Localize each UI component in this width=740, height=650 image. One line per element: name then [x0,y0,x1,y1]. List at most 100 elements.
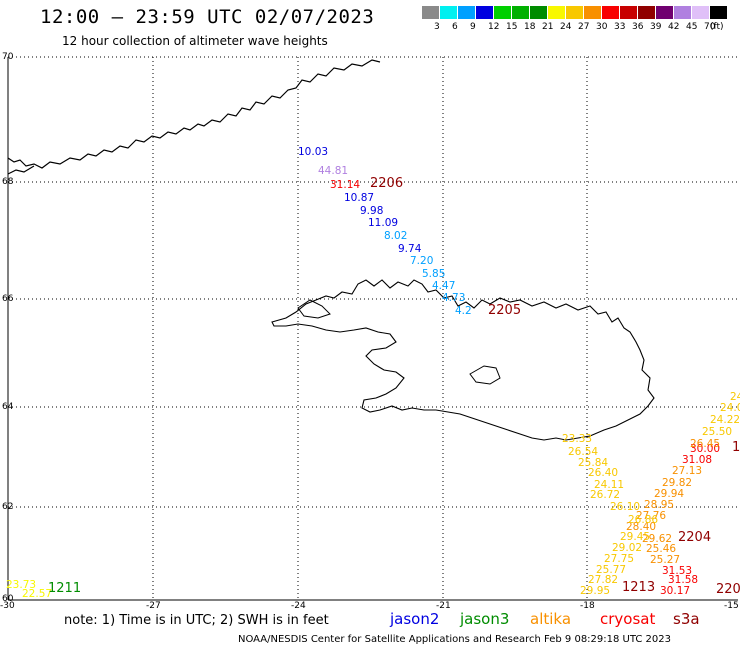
wave-height-value: 28.95 [644,499,674,511]
legend-swatch [512,6,529,19]
legend-label: 3 [434,22,440,32]
footer-note: note: 1) Time is in UTC; 2) SWH is in fe… [64,613,329,628]
lat-tick: 60 [2,594,14,604]
legend-swatch [638,6,655,19]
legend-label: 18 [524,22,536,32]
wave-height-value: 4.73 [442,292,465,304]
wave-height-value: 27.82 [588,574,618,586]
lon-tick: -18 [580,601,595,611]
wave-height-value: 10.87 [344,192,374,204]
wave-height-value: 30.17 [660,585,690,597]
lat-tick: 70 [2,52,14,62]
wave-height-value: 26.54 [568,446,598,458]
legend-label: 42 [668,22,680,32]
legend-swatch [476,6,493,19]
wave-height-value: 29.62 [642,533,672,545]
iceland-coastline [271,279,655,441]
legend-swatch [620,6,637,19]
wave-height-value: 24.11 [594,479,624,491]
wave-height-value: 31.08 [682,454,712,466]
pass-id-220: 220 [716,582,740,597]
lat-tick: 64 [2,402,14,412]
wave-height-value: 25.27 [650,554,680,566]
pass-id-1211: 1211 [48,581,82,596]
wave-height-value: 27.75 [604,553,634,565]
page-subtitle: 12 hour collection of altimeter wave hei… [62,34,328,48]
legend-label: (ft) [710,22,724,32]
legend-label: 12 [488,22,500,32]
legend-label: 36 [632,22,644,32]
legend-label: 70 [704,22,716,32]
wave-height-value: 23.33 [562,433,592,445]
wave-height-value: 9.98 [360,205,383,217]
sat-jason2: jason2 [390,610,440,628]
legend-swatch [548,6,565,19]
wave-height-value: 26.45 [690,438,720,450]
wave-height-value: 29.95 [580,585,610,597]
wave-height-value: 31.53 [662,565,692,577]
wave-height-value: 29.02 [612,542,642,554]
lat-tick: 68 [2,177,14,187]
sat-altika: altika [530,610,572,628]
wave-height-value: 29.82 [662,477,692,489]
legend-swatch [458,6,475,19]
wave-height-value: 10.03 [298,146,328,158]
legend-label: 6 [452,22,458,32]
wave-height-value: 4.47 [432,280,455,292]
legend-label: 33 [614,22,626,32]
legend-label: 15 [506,22,518,32]
legend-swatch [584,6,601,19]
wave-height-value: 9.74 [398,243,422,255]
lat-tick: 62 [2,502,14,512]
legend-swatch [656,6,673,19]
wave-height-value: 29.45 [620,531,650,543]
legend-label: 39 [650,22,662,32]
wave-height-value: 25.46 [646,543,676,555]
wave-height-value: 26.86 [628,514,658,526]
legend-swatch [530,6,547,19]
lat-lon-grid [8,56,738,600]
wave-height-value: 4.2 [455,305,472,317]
pass-id-1: 1 [732,440,740,455]
track-points: 10.03 44.81 31.1410.879.9811.098.029.747.2… [6,146,740,600]
lon-tick: -30 [0,601,15,611]
legend-label: 27 [578,22,590,32]
lon-tick: -27 [146,601,161,611]
wave-height-value: 22.57 [22,588,52,600]
lon-tick: -21 [436,601,451,611]
wave-height-value: 25.84 [578,457,608,469]
wave-height-value: 26.40 [588,467,618,479]
sat-cryosat: cryosat [600,610,656,628]
wave-height-value: 24.0 [720,402,740,414]
wave-height-value: 24.22 [710,414,740,426]
credit-line: NOAA/NESDIS Center for Satellite Applica… [238,634,671,645]
pass-id-2206: 2206 [370,176,404,191]
wave-height-value: 31.58 [668,574,698,586]
wave-height-value: 5.85 [422,268,445,280]
wave-height-value: 23.73 [6,579,36,591]
wave-height-value: 26.10 [610,501,640,513]
legend-swatch [440,6,457,19]
wave-height-value: 27.13 [672,465,702,477]
wave-height-value: 11.09 [368,217,398,229]
wave-height-value: 44.81 [318,165,348,177]
sat-s3a: s3a [673,610,700,628]
greenland-coastline [7,59,381,175]
wave-height-value: 26.72 [590,489,620,501]
wave-height-value: 29.94 [654,488,684,500]
legend-label: 9 [470,22,476,32]
legend-swatch [692,6,709,19]
wave-height-value: 27.76 [636,510,666,522]
sat-jason3: jason3 [460,610,510,628]
legend-label: 45 [686,22,698,32]
legend-label: 21 [542,22,554,32]
wave-height-value: 8.02 [384,230,407,242]
wave-height-value: 25.50 [702,426,732,438]
wave-height-value: 30.00 [690,443,720,455]
wave-height-value: 7.20 [410,255,433,267]
pass-id-1213: 1213 [622,580,656,595]
wave-height-value: 24. [730,391,740,403]
wave-height-value: 28.40 [626,521,656,533]
legend-swatch [674,6,691,19]
